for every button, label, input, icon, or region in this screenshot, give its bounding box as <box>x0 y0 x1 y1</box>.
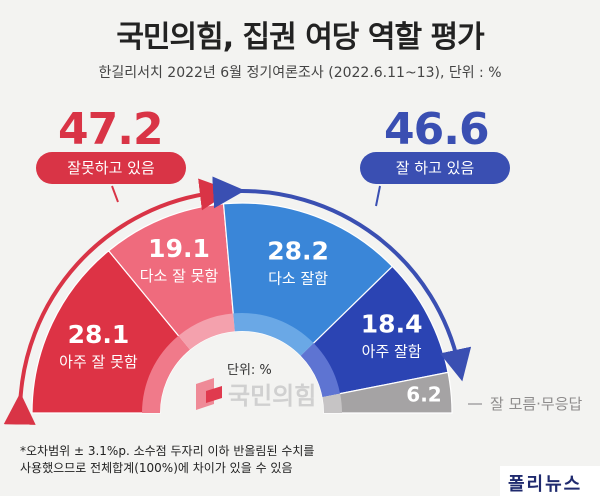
footnote-line-2: 사용했으므로 전체합계(100%)에 차이가 있을 수 있음 <box>20 461 293 475</box>
chart-subtitle: 한길리서치 2022년 6월 정기여론조사 (2022.6.11~13), 단위… <box>98 65 502 81</box>
slice-category-0: 아주 잘 못함 <box>59 353 138 371</box>
slice-category-2: 다소 잘함 <box>268 270 328 288</box>
slice-value-2: 28.2 <box>267 237 329 266</box>
dont-know-category-label: 잘 모름·무응답 <box>490 395 583 413</box>
slice-value-0: 28.1 <box>68 320 130 349</box>
slice-value-1: 19.1 <box>148 234 210 263</box>
party-logo: 국민의힘 <box>196 378 316 410</box>
slice-inner-ring-4 <box>322 393 342 413</box>
footnote-line-1: *오차범위 ± 3.1%p. 소수점 두자리 이하 반올림된 수치를 <box>20 444 315 458</box>
positive-connector <box>375 185 381 207</box>
chart-title: 국민의힘, 집권 여당 역할 평가 <box>116 20 484 55</box>
footnote: *오차범위 ± 3.1%p. 소수점 두자리 이하 반올림된 수치를 사용했으므… <box>20 443 314 477</box>
slice-category-1: 다소 잘 못함 <box>140 267 219 285</box>
party-logo-text: 국민의힘 <box>228 382 316 410</box>
negative-group-arc <box>3 178 232 425</box>
slice-value-3: 18.4 <box>361 309 423 338</box>
negative-connector <box>111 185 119 203</box>
negative-total: 47.2 <box>58 104 164 155</box>
slice-value-4: 6.2 <box>406 382 441 406</box>
brand-logo: 폴리뉴스 <box>508 474 583 495</box>
positive-group-arc <box>212 176 472 382</box>
slice-category-3: 아주 잘함 <box>362 342 422 360</box>
brand-box <box>500 466 600 496</box>
center-unit-label: 단위: % <box>227 363 272 378</box>
positive-total: 46.6 <box>384 104 490 155</box>
